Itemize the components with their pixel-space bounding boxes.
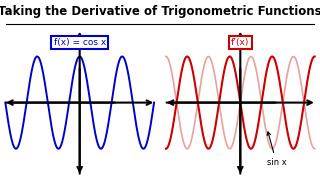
Text: f(x) = cos x: f(x) = cos x	[53, 38, 106, 47]
Text: sin x: sin x	[267, 132, 286, 167]
Text: Taking the Derivative of Trigonometric Functions: Taking the Derivative of Trigonometric F…	[0, 5, 320, 18]
Text: f’(x): f’(x)	[231, 38, 250, 47]
